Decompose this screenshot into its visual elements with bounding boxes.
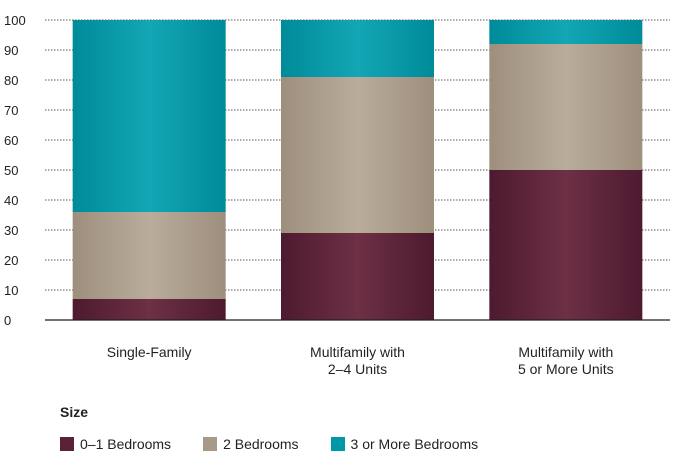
x-category-label: 5 or More Units [518, 361, 614, 377]
y-tick-label: 60 [4, 133, 18, 148]
bar-segment [72, 20, 226, 212]
legend-swatch [60, 437, 74, 451]
bar-segment [281, 20, 434, 77]
x-category-label: Multifamily with [310, 344, 405, 360]
bar-segment [72, 212, 226, 299]
bar-segment [489, 170, 643, 320]
x-category-label: 2–4 Units [328, 361, 387, 377]
y-tick-label: 80 [4, 73, 18, 88]
y-tick-label: 70 [4, 103, 18, 118]
y-tick-label: 40 [4, 193, 18, 208]
axes: 0 10 20 30 40 50 60 70 80 90 100 Single-Family Multi… [4, 13, 670, 377]
legend-item: 0–1 Bedrooms [60, 436, 171, 452]
legend-swatch [203, 437, 218, 451]
stacked-bar-chart: 0 10 20 30 40 50 60 70 80 90 100 Single-Family Multi… [4, 13, 670, 377]
bar-segment [281, 77, 434, 233]
legend-swatch [330, 437, 345, 451]
legend: 0–1 Bedrooms 2 Bedrooms 3 or More Bedrooms [60, 436, 510, 452]
y-tick-label: 30 [4, 223, 18, 238]
legend-label: 0–1 Bedrooms [80, 436, 172, 452]
legend-item: 2 Bedrooms [203, 436, 299, 452]
legend-item: 3 or More Bedrooms [330, 436, 479, 452]
bar-segment [72, 299, 226, 320]
bar-segment [489, 44, 643, 170]
y-tick-label: 10 [4, 283, 18, 298]
y-tick-label: 50 [4, 163, 18, 178]
bar-segment [489, 20, 643, 44]
x-category-label: Single-Family [107, 344, 192, 360]
y-tick-label: 0 [4, 313, 11, 328]
bar-segment [281, 233, 434, 320]
y-tick-label: 100 [4, 13, 26, 28]
legend-label: 3 or More Bedrooms [350, 436, 479, 452]
legend-label: 2 Bedrooms [223, 436, 299, 452]
legend-title: Size [60, 404, 89, 420]
y-tick-label: 20 [4, 253, 18, 268]
x-category-label: Multifamily with [518, 344, 613, 360]
y-tick-label: 90 [4, 43, 18, 58]
bars [72, 20, 643, 320]
